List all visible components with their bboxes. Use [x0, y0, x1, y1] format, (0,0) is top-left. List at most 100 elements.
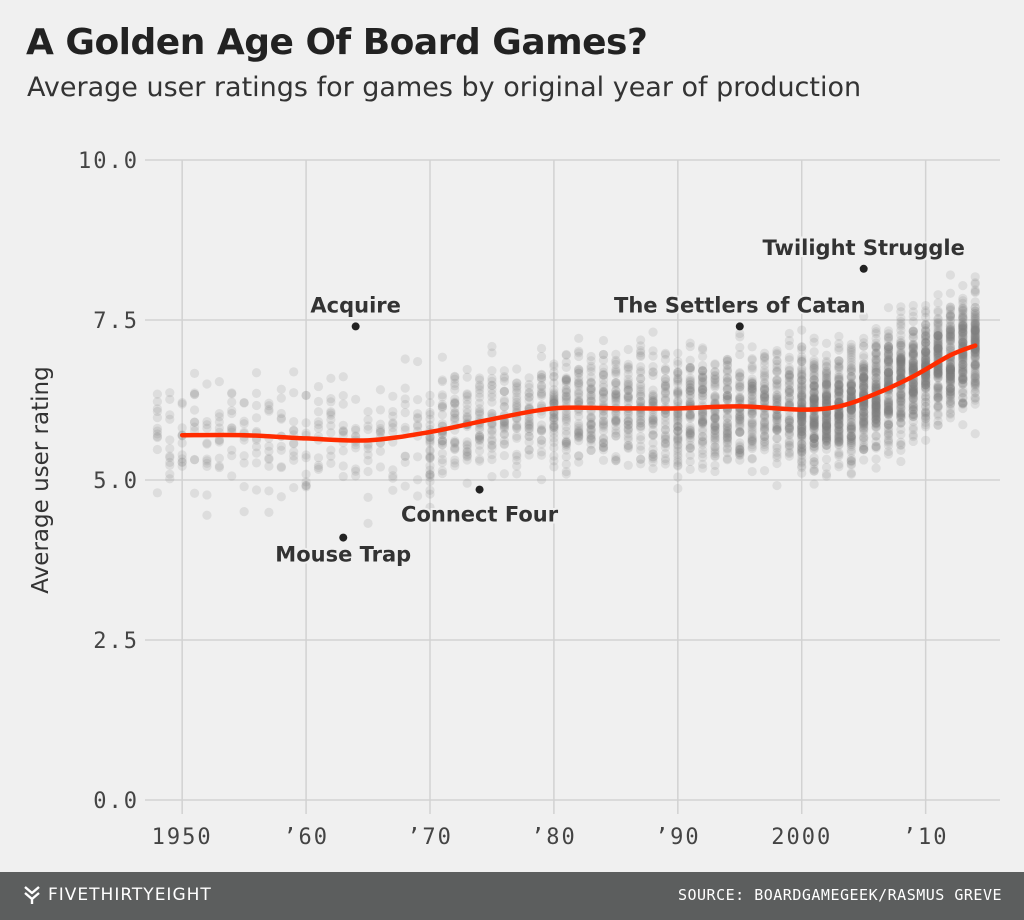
- data-point: [549, 378, 559, 388]
- data-point: [797, 416, 807, 426]
- data-point: [202, 439, 212, 449]
- data-point: [883, 329, 894, 339]
- data-point: [648, 396, 658, 406]
- data-point: [623, 416, 633, 426]
- data-point: [698, 370, 708, 380]
- data-point: [462, 392, 472, 402]
- data-point: [834, 437, 844, 447]
- data-point: [747, 443, 757, 454]
- data-point: [611, 417, 621, 427]
- data-point: [227, 397, 237, 407]
- data-point: [859, 364, 869, 374]
- data-point: [561, 394, 571, 404]
- data-point: [797, 392, 807, 402]
- data-point: [165, 474, 175, 484]
- data-point: [735, 427, 745, 438]
- data-point: [784, 423, 794, 433]
- data-point: [623, 359, 633, 369]
- data-point: [660, 408, 671, 418]
- data-point: [636, 366, 646, 376]
- data-point: [462, 447, 472, 457]
- data-point: [759, 351, 770, 362]
- data-point: [735, 427, 745, 437]
- data-point: [611, 428, 621, 438]
- data-point: [251, 388, 262, 398]
- data-point: [784, 377, 794, 387]
- data-point: [673, 396, 683, 406]
- data-point: [933, 410, 943, 420]
- data-point: [772, 356, 782, 366]
- data-point: [598, 389, 609, 399]
- data-point: [623, 384, 633, 394]
- data-point: [586, 417, 596, 428]
- data-point: [388, 473, 398, 483]
- data-point: [958, 403, 968, 414]
- data-point: [797, 442, 807, 452]
- data-point: [165, 451, 175, 461]
- data-point: [549, 361, 559, 371]
- data-point: [809, 466, 819, 476]
- data-point: [462, 399, 472, 410]
- data-point: [487, 408, 497, 419]
- data-point: [710, 371, 720, 381]
- data-point: [747, 409, 757, 419]
- data-point: [710, 423, 720, 433]
- data-point: [623, 441, 633, 451]
- data-point: [685, 433, 695, 443]
- data-point: [549, 420, 559, 431]
- data-point: [636, 391, 646, 401]
- data-point: [214, 461, 224, 471]
- data-point: [698, 366, 708, 376]
- data-point: [710, 391, 720, 401]
- data-point: [698, 387, 708, 398]
- data-point: [735, 412, 745, 422]
- data-point: [685, 456, 695, 467]
- data-point: [772, 375, 782, 385]
- data-point: [437, 376, 447, 387]
- data-point: [660, 420, 671, 430]
- data-point: [549, 384, 559, 395]
- data-point: [289, 388, 299, 398]
- data-point: [611, 454, 621, 464]
- data-point: [227, 471, 237, 481]
- data-point: [747, 378, 757, 388]
- data-point: [549, 390, 559, 401]
- data-point: [636, 421, 646, 431]
- data-point: [784, 451, 794, 461]
- data-point: [797, 410, 807, 420]
- data-point: [735, 442, 745, 452]
- data-point: [809, 423, 819, 433]
- data-point: [698, 388, 708, 398]
- data-point: [437, 468, 447, 479]
- data-point: [673, 426, 683, 436]
- data-point: [586, 384, 596, 394]
- y-tick-label: 7.5: [93, 309, 139, 334]
- data-point: [536, 387, 547, 397]
- data-point: [673, 436, 683, 446]
- data-point: [797, 439, 807, 449]
- data-point: [648, 452, 658, 462]
- data-point: [499, 376, 509, 386]
- data-point: [797, 382, 807, 392]
- data-point: [685, 363, 695, 373]
- data-point: [722, 413, 732, 423]
- annotation-label: Mouse Trap: [275, 543, 411, 567]
- data-point: [512, 383, 522, 393]
- data-point: [239, 451, 249, 461]
- data-point: [673, 435, 683, 445]
- data-point: [933, 307, 943, 317]
- data-point: [264, 454, 274, 464]
- data-point: [660, 395, 671, 405]
- data-point: [536, 374, 547, 385]
- data-point: [177, 457, 187, 467]
- data-point: [400, 451, 410, 462]
- data-point: [313, 396, 324, 407]
- data-point: [524, 423, 534, 434]
- data-point: [450, 458, 460, 468]
- data-point: [698, 351, 708, 362]
- data-point: [611, 392, 621, 402]
- data-point: [189, 417, 200, 427]
- data-point: [797, 433, 807, 444]
- data-point: [487, 348, 497, 358]
- data-point: [623, 393, 633, 403]
